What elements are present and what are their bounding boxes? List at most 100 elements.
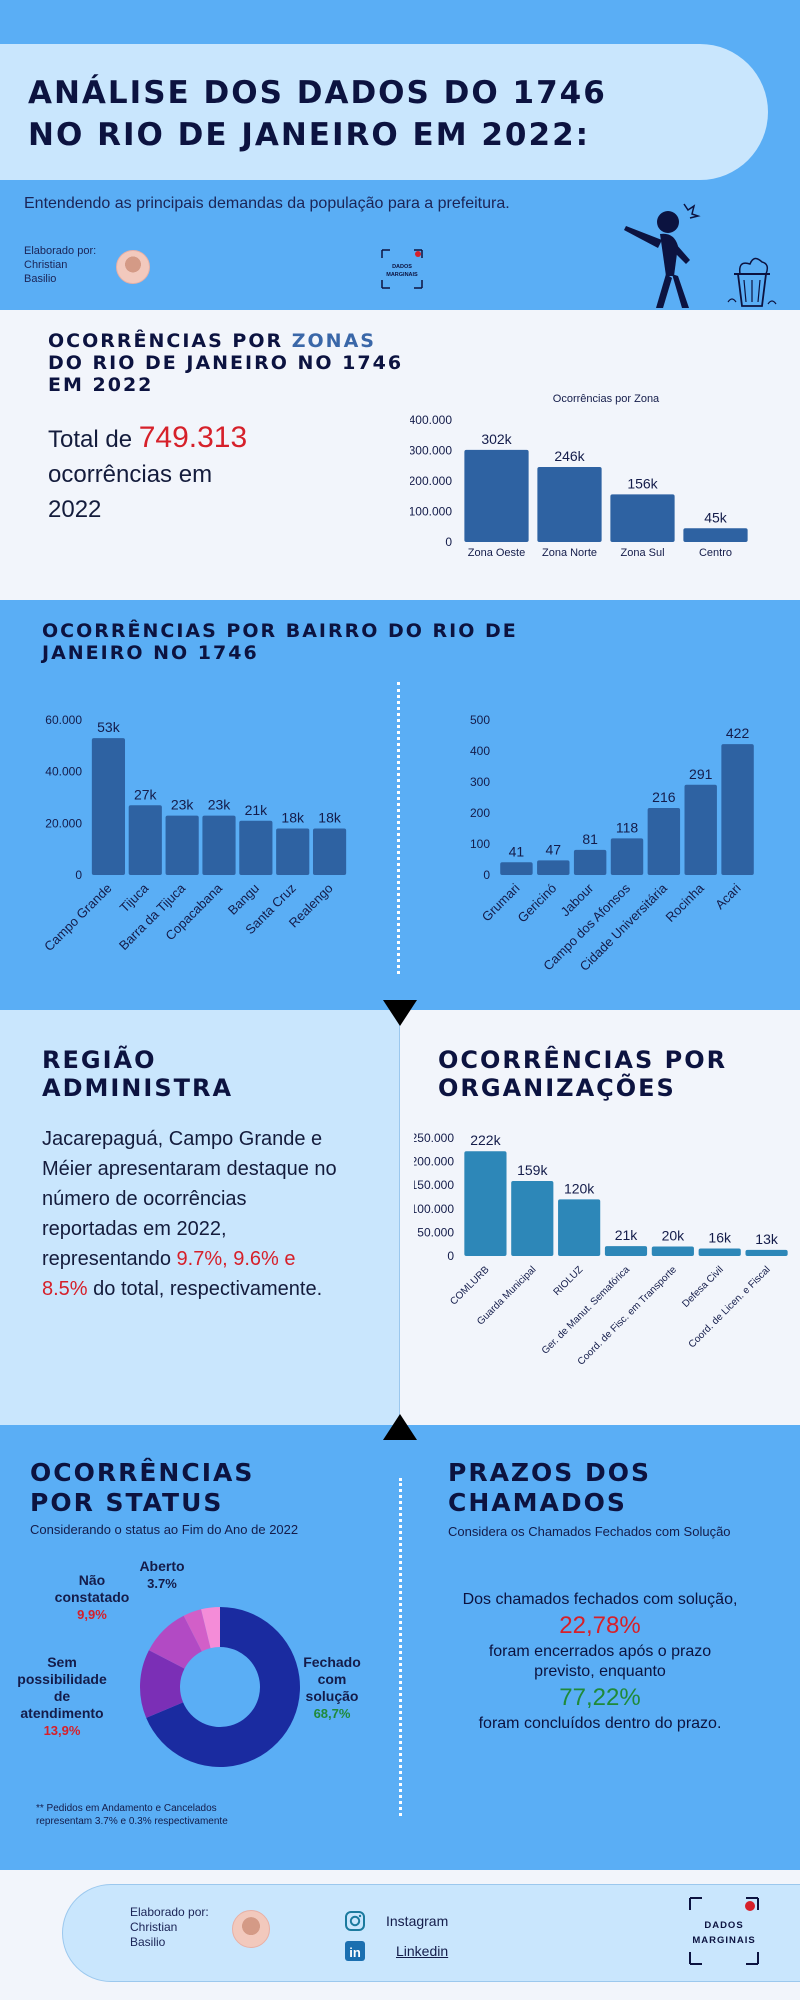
- organizations-title-line-1: OCORRÊNCIAS POR: [438, 1046, 728, 1074]
- x-tick-label: Zona Norte: [542, 547, 597, 559]
- bar-data-label: 118: [616, 819, 639, 835]
- trash-bin-icon: [724, 252, 780, 308]
- logo-text-marginais: MARGINAIS: [386, 272, 418, 278]
- y-tick-label: 100.000: [410, 505, 452, 519]
- bar: [464, 1151, 507, 1256]
- deadlines-line-1: Dos chamados fechados com solução,: [462, 1591, 738, 1608]
- x-tick-label: Zona Oeste: [468, 547, 525, 559]
- byline-label: Elaborado por:: [24, 245, 97, 257]
- total-suffix-1: ocorrências em: [48, 461, 213, 488]
- bar: [202, 815, 236, 875]
- x-tick-label: Rocinha: [662, 880, 707, 925]
- x-tick-label: Zona Sul: [620, 547, 664, 559]
- page-title: ANÁLISE DOS DADOS DO 1746 NO RIO DE JANE…: [28, 72, 728, 156]
- y-tick-label: 60.000: [45, 713, 82, 727]
- bar: [651, 1246, 694, 1256]
- donut-slice-percentage: 3.7%: [147, 1576, 177, 1591]
- y-tick-label: 20.000: [45, 816, 82, 830]
- region-section: [0, 1010, 400, 1425]
- footer-banner: [62, 1884, 800, 1982]
- status-title: OCORRÊNCIAS POR STATUS: [30, 1458, 254, 1518]
- chart-title: Ocorrências por Zona: [553, 393, 660, 405]
- y-tick-label: 300.000: [410, 444, 452, 458]
- y-tick-label: 500: [470, 713, 490, 727]
- donut-slice-label: Não: [79, 1572, 105, 1588]
- footnote-line-2: representam 3.7% e 0.3% respectivamente: [36, 1816, 228, 1827]
- region-title-line-2: ADMINISTRA: [42, 1074, 234, 1102]
- x-tick-label: Tijuca: [117, 880, 152, 915]
- x-tick-label: RIOLUZ: [552, 1264, 586, 1298]
- bar-data-label: 120k: [564, 1180, 595, 1196]
- deadlines-line-2b: previsto, enquanto: [534, 1663, 666, 1680]
- bar: [537, 466, 602, 542]
- region-title: REGIÃO ADMINISTRA: [42, 1046, 233, 1102]
- linkedin-icon[interactable]: in: [344, 1940, 366, 1962]
- y-tick-label: 0: [445, 535, 452, 549]
- logo-text-dados: DADOS: [392, 264, 412, 270]
- total-occurrences-text: Total de 749.313 ocorrências em 2022: [48, 420, 318, 527]
- bar: [511, 1180, 554, 1256]
- neighborhoods-bottom-bar-chart: 010020030040050041Grumari47Gericinó81Jab…: [470, 713, 754, 974]
- bar: [604, 1246, 648, 1256]
- organizations-title-line-2: ORGANIZAÇÕES: [438, 1074, 676, 1102]
- neighborhoods-title-line-2: JANEIRO NO 1746: [42, 642, 259, 664]
- bar-data-label: 159k: [517, 1162, 548, 1178]
- donut-slice: [148, 1615, 202, 1669]
- y-tick-label: 50.000: [417, 1225, 454, 1239]
- bar-data-label: 222k: [470, 1132, 501, 1148]
- bar-data-label: 422: [726, 725, 750, 741]
- bar: [683, 528, 748, 542]
- svg-text:in: in: [349, 1945, 361, 1960]
- donut-slice-label: constatado: [55, 1589, 130, 1605]
- y-tick-label: 250.000: [414, 1131, 454, 1145]
- bar-data-label: 81: [582, 831, 598, 847]
- bar: [698, 1248, 741, 1256]
- bar-data-label: 216: [652, 789, 676, 805]
- region-text-main: Jacarepaguá, Campo Grande e Méier aprese…: [42, 1128, 337, 1270]
- y-tick-label: 40.000: [45, 765, 82, 779]
- donut-slice-label: de: [54, 1688, 71, 1704]
- deadlines-subtitle: Considera os Chamados Fechados com Soluç…: [448, 1524, 731, 1539]
- title-line-1: ANÁLISE DOS DADOS DO 1746: [28, 75, 607, 111]
- bar-data-label: 21k: [245, 802, 269, 818]
- title-banner: [0, 44, 768, 180]
- region-percentages: 9.7%, 9.6% e 8.5%: [42, 1248, 296, 1300]
- divider-arrow-down: [383, 1000, 417, 1026]
- bar: [610, 838, 644, 875]
- section-divider: [397, 682, 400, 974]
- region-text-end: do total, respectivamente.: [87, 1278, 323, 1300]
- bar-data-label: 41: [509, 843, 525, 859]
- zones-title-highlight: ZONAS: [291, 330, 376, 352]
- bar: [464, 449, 529, 542]
- x-tick-label: Acari: [712, 880, 744, 912]
- total-value: 749.313: [138, 421, 248, 454]
- byline-name-last: Basilio: [24, 273, 57, 285]
- instagram-link[interactable]: Instagram: [386, 1913, 449, 1929]
- bar: [745, 1249, 788, 1256]
- y-tick-label: 100.000: [414, 1202, 454, 1216]
- bar: [537, 860, 570, 875]
- status-footnote: ** Pedidos em Andamento e Cancelados rep…: [36, 1802, 228, 1828]
- donut-slice-label: atendimento: [20, 1705, 103, 1721]
- total-suffix-2: 2022: [48, 496, 102, 523]
- bar: [276, 828, 310, 875]
- page-subtitle: Entendendo as principais demandas da pop…: [24, 195, 510, 212]
- bar: [684, 784, 717, 875]
- zones-title-line-2: DO RIO DE JANEIRO NO 1746: [48, 352, 404, 374]
- deadlines-line-2a: foram encerrados após o prazo: [488, 1643, 712, 1660]
- y-tick-label: 200.000: [410, 474, 452, 488]
- linkedin-link[interactable]: Linkedin: [396, 1943, 449, 1959]
- bar-data-label: 16k: [708, 1229, 732, 1245]
- title-line-2: NO RIO DE JANEIRO EM 2022:: [28, 117, 591, 153]
- neighborhoods-title: OCORRÊNCIAS POR BAIRRO DO RIO DE JANEIRO…: [42, 620, 662, 664]
- bar-data-label: 156k: [627, 475, 658, 491]
- status-title-line-1: OCORRÊNCIAS: [30, 1458, 255, 1487]
- y-tick-label: 200.000: [414, 1155, 454, 1169]
- bar: [128, 805, 162, 875]
- x-tick-label: Gericinó: [515, 881, 560, 926]
- status-subtitle: Considerando o status ao Fim do Ano de 2…: [30, 1522, 299, 1537]
- deadlines-title-line-2: CHAMADOS: [448, 1488, 627, 1517]
- instagram-icon[interactable]: [344, 1910, 366, 1932]
- bar: [721, 744, 754, 875]
- bar-data-label: 45k: [704, 509, 728, 525]
